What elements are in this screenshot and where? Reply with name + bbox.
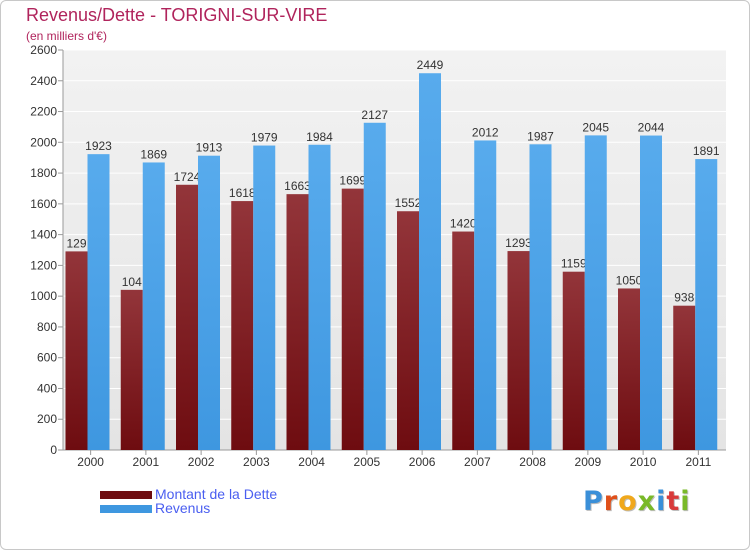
data-label-dette: 1420 [450,217,477,231]
data-label-revenus: 1979 [251,131,278,145]
x-tick-label: 2002 [188,455,215,469]
bar-dette [231,201,254,450]
bar-revenus [529,144,552,451]
bar-dette [176,184,198,450]
legend-label-revenus: Revenus [155,500,211,516]
data-label-dette: 938 [674,291,694,305]
bar-revenus [695,159,718,451]
data-label-dette: 1050 [616,273,643,287]
y-tick-label: 1000 [30,289,57,303]
bar-revenus [308,144,331,450]
data-label-revenus: 2127 [361,108,388,122]
proxiti-logo: Proxiti [583,486,691,517]
bar-dette [507,251,530,450]
data-label-revenus: 1923 [85,139,112,153]
logo-letter: r [603,486,619,517]
y-tick-label: 2200 [30,105,57,119]
bar-revenus [142,162,165,450]
bar-revenus [253,145,276,451]
y-tick-label: 1800 [30,166,57,180]
data-label-dette: 1618 [229,186,256,200]
x-tick-label: 2011 [685,455,711,469]
y-tick-label: 1400 [30,228,57,242]
y-tick-label: 2000 [30,135,57,149]
chart-subtitle: (en milliers d'€) [26,29,107,43]
x-tick-label: 2001 [133,455,160,469]
chart-title: Revenus/Dette - TORIGNI-SUR-VIRE [26,5,328,25]
x-tick-label: 2003 [243,455,270,469]
data-label-dette: 1552 [395,196,422,210]
data-label-revenus: 1984 [306,130,333,144]
data-label-revenus: 1913 [196,141,223,155]
data-label-dette: 104 [122,275,142,289]
bar-dette [618,288,640,450]
legend-swatch-revenus [100,505,152,513]
y-tick-label: 400 [37,381,57,395]
bar-revenus [419,73,441,450]
bar-revenus [584,135,607,450]
x-tick-label: 2009 [575,455,602,469]
y-tick-label: 800 [37,320,57,334]
bar-dette [120,289,143,450]
y-tick-label: 200 [37,412,57,426]
data-label-dette: 1159 [561,257,587,271]
bar-dette [286,194,309,450]
y-tick-label: 1200 [30,258,57,272]
data-label-dette: 1724 [174,170,201,184]
logo-letter: i [656,486,667,517]
bar-revenus [87,154,110,450]
data-label-revenus: 1987 [527,129,554,143]
data-label-dette: 1699 [339,174,366,188]
data-label-dette: 1663 [284,179,311,193]
data-label-revenus: 2044 [638,121,665,135]
x-tick-label: 2008 [519,455,546,469]
data-label-revenus: 2012 [472,125,499,139]
bar-revenus [363,122,386,451]
data-label-revenus: 1869 [140,147,167,161]
y-tick-label: 2600 [30,43,57,57]
legend-swatch-dette [100,491,152,499]
y-tick-label: 2400 [30,74,57,88]
x-tick-label: 2007 [464,455,491,469]
logo-letter: x [637,486,657,517]
legend-label-dette: Montant de la Dette [155,486,278,502]
x-tick-label: 2000 [77,455,104,469]
data-label-revenus: 2045 [582,120,609,134]
logo-letter: i [680,486,691,517]
data-label-dette: 129 [66,236,86,250]
data-label-revenus: 2449 [417,58,444,72]
plot-area [63,50,726,450]
x-tick-label: 2004 [298,455,325,469]
y-tick-label: 0 [50,443,57,457]
bar-dette [562,271,585,450]
data-label-revenus: 1891 [693,144,720,158]
bar-revenus [474,140,497,450]
bar-revenus [198,155,220,450]
bar-dette [673,305,696,450]
bar-revenus [640,135,662,451]
bar-dette [452,231,475,450]
x-tick-label: 2005 [354,455,381,469]
logo-letter: P [583,486,604,517]
bar-dette [397,211,419,450]
bar-dette [341,188,364,450]
x-tick-label: 2006 [409,455,436,469]
x-tick-label: 2010 [630,455,657,469]
y-tick-label: 1600 [30,197,57,211]
data-label-dette: 1293 [505,236,532,250]
logo-letter: o [618,486,638,517]
bar-dette [65,251,88,450]
logo-letter: t [666,486,681,517]
y-tick-label: 600 [37,351,57,365]
